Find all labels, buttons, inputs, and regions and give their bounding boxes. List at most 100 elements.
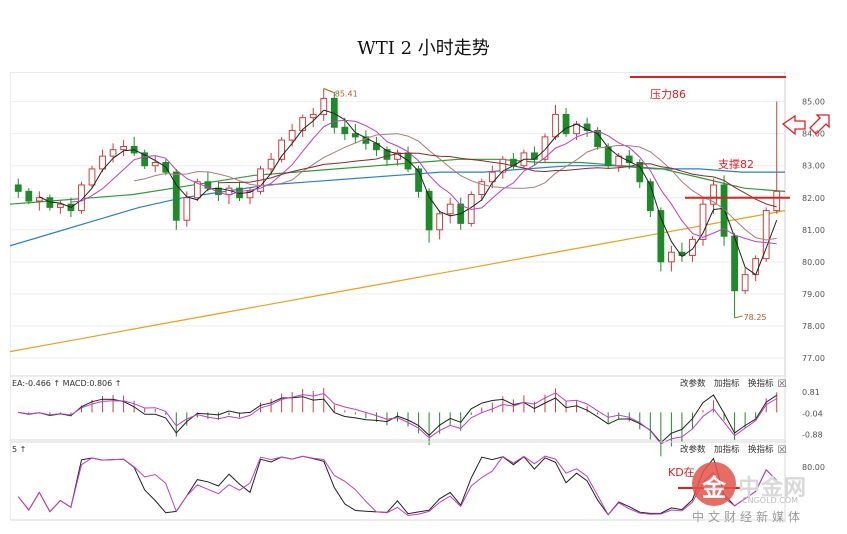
macd-y-tick-label: -0.88 [802,430,823,439]
watermark-logo-char: 金 [702,474,726,502]
kd-button-1[interactable]: 加指标 [714,444,740,455]
main-y-tick-label: 79.00 [802,290,825,299]
candle-body [309,113,317,119]
candle-body [415,168,422,192]
candle-body [25,190,33,202]
candle-body [99,155,106,170]
macd-header: EA:-0.466 ↑ MACD:0.806 ↑ [12,379,121,388]
watermark-name: 中金网 [738,476,808,501]
candle-body [773,190,781,212]
candle-body [14,184,22,192]
candle-body [562,113,570,135]
main-y-tick-label: 78.00 [802,322,825,331]
candle-body [183,197,191,221]
candle-body [531,152,538,160]
candle-body [594,129,602,147]
candle-body [141,152,149,167]
candle-body [625,155,633,164]
ma-line-magenta [70,119,777,245]
candle-body [552,113,559,138]
macd-panel-frame [10,375,786,441]
candle-body [657,210,665,263]
candle-body [278,139,286,160]
candle-body [478,181,486,196]
watermark-subtitle: 中文财经新媒体 [692,510,805,524]
resistance-arrow-icon [781,114,806,136]
candle-body [109,149,117,157]
macd-button-2[interactable]: 换指标 [748,378,774,389]
candle-body [78,184,85,212]
kd-k-line [17,455,778,516]
candle-body [720,184,728,237]
candle-body [710,184,717,205]
ma-line-orange [10,210,786,353]
candle-body [151,162,159,167]
candle-body [172,171,180,221]
main-y-tick-label: 83.00 [802,162,825,171]
macd-close-icon[interactable]: ☒ [778,379,787,390]
chart-title: WTI 2 小时走势 [357,38,490,59]
candle-body [383,149,391,160]
macd-y-tick-label: 0.81 [802,388,820,397]
low-pointer [734,315,743,319]
candle-body [341,126,349,135]
candle-body [752,258,760,276]
candle-body [499,158,507,173]
macd-button-1[interactable]: 加指标 [714,378,740,389]
kd-panel-frame [10,441,786,521]
kd-button-2[interactable]: 换指标 [748,444,774,455]
candle-body [762,210,770,260]
main-y-tick-label: 84.00 [802,130,825,139]
resistance-label: 压力86 [650,88,686,101]
up-arrow-icon [809,114,830,135]
candle-body [299,117,307,131]
main-y-tick-label: 81.00 [802,226,825,235]
support-label: 支撑82 [718,157,754,171]
main-y-tick-label: 77.00 [802,354,825,363]
main-y-tick-label: 85.00 [802,98,825,107]
candle-body [193,181,201,199]
candle-body [351,133,359,138]
candle-body [288,129,296,141]
candle-body [488,171,496,183]
macd-dea-line [18,392,777,445]
candle-body [35,197,43,202]
kd-d-line [17,455,778,517]
candle-body [541,136,549,160]
high-price-label: 85.41 [335,89,358,98]
candle-body [204,181,212,189]
main-y-tick-label: 80.00 [802,258,825,267]
candle-body [436,213,444,231]
candle-body [88,168,96,186]
candle-body [646,181,654,212]
chart-svg: 85.00 84.00 83.00 82.00 81.00 80.00 79.00 78.00… [10,72,830,522]
candle-body [120,145,128,151]
kd-annotation-label: KD在 [668,466,695,479]
watermark-logo: 金 [692,462,736,506]
candle-body [689,238,696,256]
kd-y-tick-label: 80.00 [802,463,825,472]
ma-line-short [39,109,778,276]
kd-header: 5 ↑ [12,445,26,454]
candle-body [246,190,254,199]
candle-body [57,203,64,208]
kd-button-0[interactable]: 改参数 [680,444,706,455]
ma-line-blue [10,165,785,247]
candle-body [425,190,433,231]
candle-body [583,123,591,131]
candle-body [699,203,707,240]
candle-body [667,251,675,263]
macd-button-0[interactable]: 改参数 [680,378,706,389]
candle-body [267,158,275,170]
candle-body [320,97,328,115]
ma-line-mid [134,133,777,241]
watermark-url: CNGOLD.COM [742,496,799,505]
ma-line-dark [218,152,777,208]
candle-body [446,203,454,215]
macd-y-tick-label: -0.04 [802,409,823,418]
main-y-tick-label: 82.00 [802,194,825,203]
candle-body [741,274,749,292]
high-pointer [323,88,334,93]
low-price-label: 78.25 [744,313,767,322]
kd-close-icon[interactable]: ☒ [778,445,787,456]
